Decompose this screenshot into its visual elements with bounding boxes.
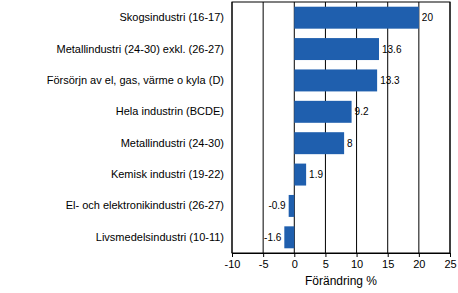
y-tick: Metallindustri (24-30) exkl. (26-27) (56, 43, 232, 55)
y-tick: El- och elektronikindustri (26-27) (66, 199, 232, 211)
x-tick: 25 (444, 253, 456, 270)
data-label: -0.9 (268, 200, 286, 211)
grid-line (418, 2, 419, 253)
x-tick-label: -5 (259, 258, 269, 270)
x-tick: 20 (413, 253, 425, 270)
data-label: 13.3 (380, 75, 400, 86)
data-labels: 20 13.6 13.3 9.2 8 1.9 -0.9 -1.6 (264, 12, 433, 243)
category-label: Försörjn av el, gas, värme o kyla (D) (47, 74, 224, 86)
x-tick-label: -10 (225, 258, 241, 270)
data-label: -1.6 (264, 232, 282, 243)
chart: 20 13.6 13.3 9.2 8 1.9 -0.9 -1.6 Skogsindustri (… (0, 0, 458, 293)
y-tick: Metallindustri (24-30) (121, 137, 232, 149)
y-tick: Skogsindustri (16-17) (119, 11, 232, 23)
x-tick: 10 (351, 253, 363, 270)
category-label: Livsmedelsindustri (10-11) (96, 231, 224, 243)
bar (294, 164, 306, 186)
category-label: Hela industrin (BCDE) (116, 105, 224, 117)
x-axis: -10 -5 0 5 10 15 20 25 (225, 253, 457, 270)
grid (232, 2, 450, 253)
y-axis: Skogsindustri (16-17) Metallindustri (24-… (47, 11, 232, 243)
bar (294, 38, 379, 60)
x-tick-label: 20 (413, 258, 425, 270)
x-tick-label: 0 (292, 258, 298, 270)
bar (289, 195, 295, 217)
x-axis-line (233, 254, 451, 258)
x-tick: 0 (292, 253, 298, 270)
y-tick: Kemisk industri (19-22) (111, 168, 232, 180)
x-tick-line (263, 253, 264, 257)
x-tick-line (419, 253, 420, 257)
x-tick: 15 (382, 253, 394, 270)
bar (284, 226, 294, 248)
x-tick-label: 15 (382, 258, 394, 270)
x-tick-line (450, 253, 451, 257)
x-tick: -10 (225, 253, 241, 270)
x-tick-label: 5 (323, 258, 329, 270)
data-label: 13.6 (382, 44, 402, 55)
category-label: Metallindustri (24-30) (121, 137, 224, 149)
category-label: Kemisk industri (19-22) (111, 168, 224, 180)
x-tick-line (357, 253, 358, 257)
x-tick: 5 (323, 253, 329, 270)
x-tick-line (388, 253, 389, 257)
data-label: 20 (422, 12, 434, 23)
bar (294, 101, 351, 123)
bars (284, 7, 419, 249)
bar (294, 132, 344, 154)
x-tick-line (232, 253, 233, 257)
y-tick: Hela industrin (BCDE) (116, 105, 232, 117)
x-tick-line (294, 253, 295, 257)
data-label: 8 (347, 138, 353, 149)
bar (294, 69, 377, 91)
plot-frame (232, 2, 450, 253)
data-label: 1.9 (309, 169, 323, 180)
x-axis-title: Förändring % (305, 274, 377, 288)
bar (294, 7, 419, 29)
y-tick: Livsmedelsindustri (10-11) (96, 231, 232, 243)
x-tick-line (325, 253, 326, 257)
y-tick: Försörjn av el, gas, värme o kyla (D) (47, 74, 232, 86)
grid-line (263, 2, 264, 253)
x-tick-label: 25 (444, 258, 456, 270)
x-tick-label: 10 (351, 258, 363, 270)
plot: 20 13.6 13.3 9.2 8 1.9 -0.9 -1.6 Skogsindustri (… (47, 2, 457, 270)
category-label: Metallindustri (24-30) exkl. (26-27) (56, 43, 224, 55)
x-tick: -5 (259, 253, 269, 270)
category-label: El- och elektronikindustri (26-27) (66, 199, 224, 211)
grid-line (387, 2, 388, 253)
category-label: Skogsindustri (16-17) (119, 11, 224, 23)
data-label: 9.2 (355, 106, 369, 117)
